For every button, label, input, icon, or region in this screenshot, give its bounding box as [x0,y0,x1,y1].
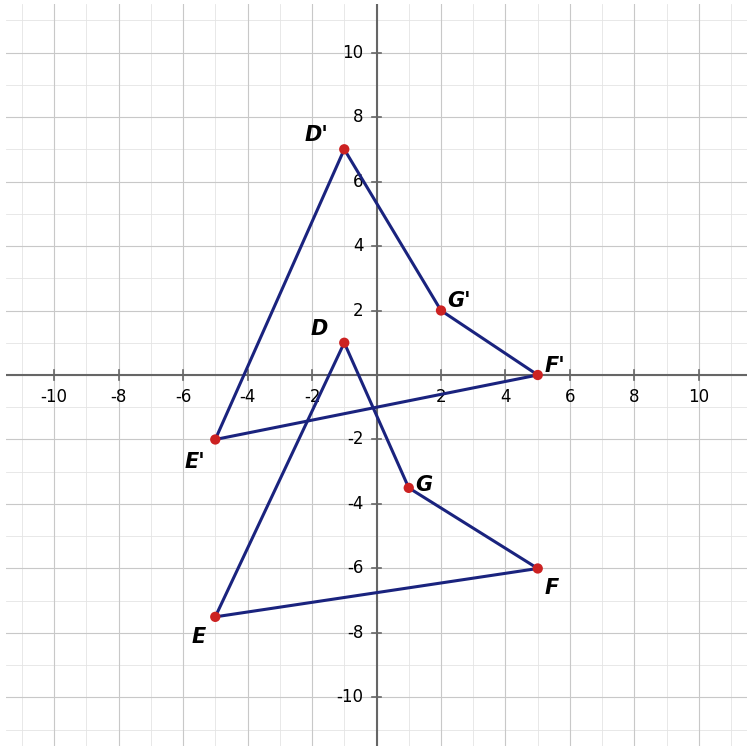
Text: 10: 10 [688,388,709,406]
Point [338,143,350,155]
Text: 4: 4 [353,237,364,255]
Text: G: G [415,475,432,495]
Text: 2: 2 [436,388,447,406]
Text: F: F [544,578,559,598]
Text: G': G' [447,291,471,311]
Text: 10: 10 [343,44,364,62]
Text: D': D' [304,125,328,146]
Point [532,562,544,574]
Text: -6: -6 [175,388,191,406]
Text: -4: -4 [347,495,364,513]
Point [435,304,447,316]
Text: 2: 2 [353,302,364,320]
Text: -6: -6 [347,560,364,578]
Text: E': E' [185,452,206,472]
Text: F': F' [544,356,565,376]
Point [209,610,221,622]
Point [403,482,415,494]
Text: -2: -2 [303,388,320,406]
Point [209,433,221,445]
Text: 4: 4 [500,388,511,406]
Text: D: D [311,319,328,339]
Text: -8: -8 [111,388,127,406]
Point [532,369,544,381]
Text: -2: -2 [347,430,364,448]
Text: -10: -10 [337,688,364,706]
Text: 8: 8 [630,388,640,406]
Text: -4: -4 [239,388,256,406]
Text: -10: -10 [41,388,68,406]
Text: E: E [191,626,206,646]
Text: 6: 6 [353,172,364,190]
Text: 6: 6 [565,388,575,406]
Point [338,337,350,349]
Text: 8: 8 [353,108,364,126]
Text: -8: -8 [347,624,364,642]
